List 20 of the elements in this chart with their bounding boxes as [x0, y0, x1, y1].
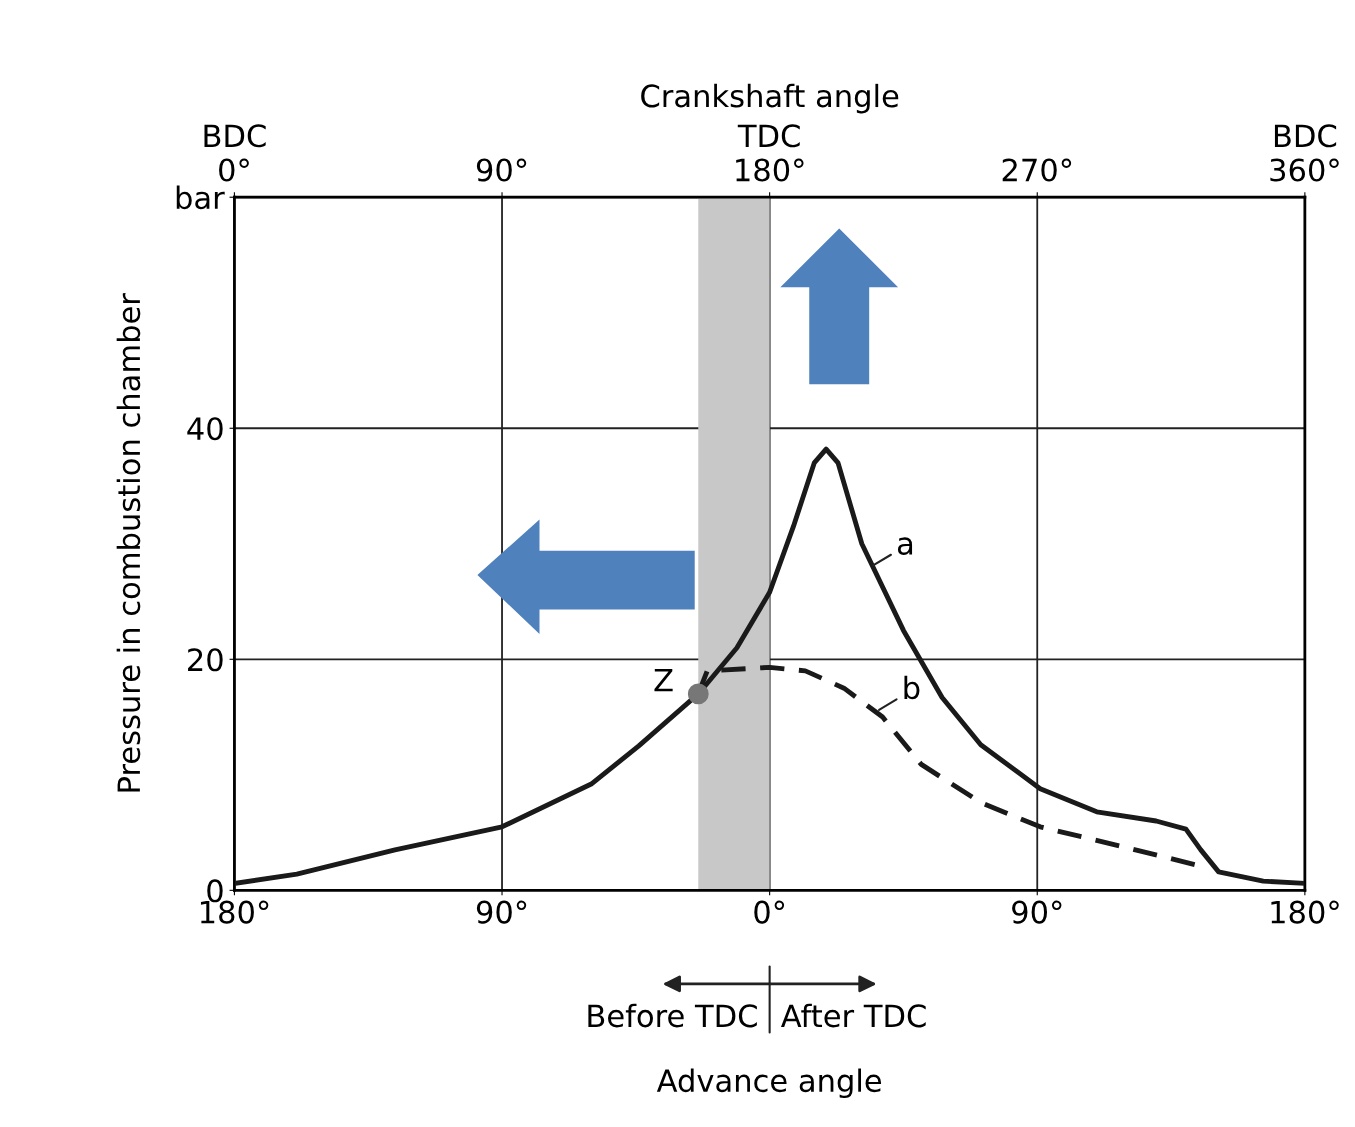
x-tick-label: 180°: [1271, 900, 1339, 924]
annotation: a: [897, 537, 913, 555]
y-tick-label: 20: [188, 648, 223, 672]
x2-tick-label: 90°: [476, 158, 527, 182]
x2-tick-label: TDC 180°: [736, 124, 804, 182]
y-axis-title: Pressure in combustion chamber: [116, 293, 141, 792]
x2-tick-label: BDC 360°: [1270, 124, 1339, 182]
x-tick-label: 90°: [476, 900, 527, 924]
x-tick-label: 0°: [754, 900, 785, 924]
x2-tick-label: 270°: [1002, 158, 1072, 182]
annotation: b: [904, 675, 920, 700]
text: Before TDC: [588, 1003, 757, 1028]
y-tick-label: bar: [176, 185, 225, 210]
x-axis-title: Advance angle: [656, 1068, 882, 1099]
text: After TDC: [780, 1003, 926, 1028]
y-tick-label: 40: [187, 417, 223, 441]
annotation: Z: [654, 668, 673, 692]
x2-axis-title: Crankshaft angle: [641, 83, 899, 114]
x-tick-label: 90°: [1012, 900, 1062, 924]
x2-tick-label: BDC 0°: [204, 124, 266, 182]
